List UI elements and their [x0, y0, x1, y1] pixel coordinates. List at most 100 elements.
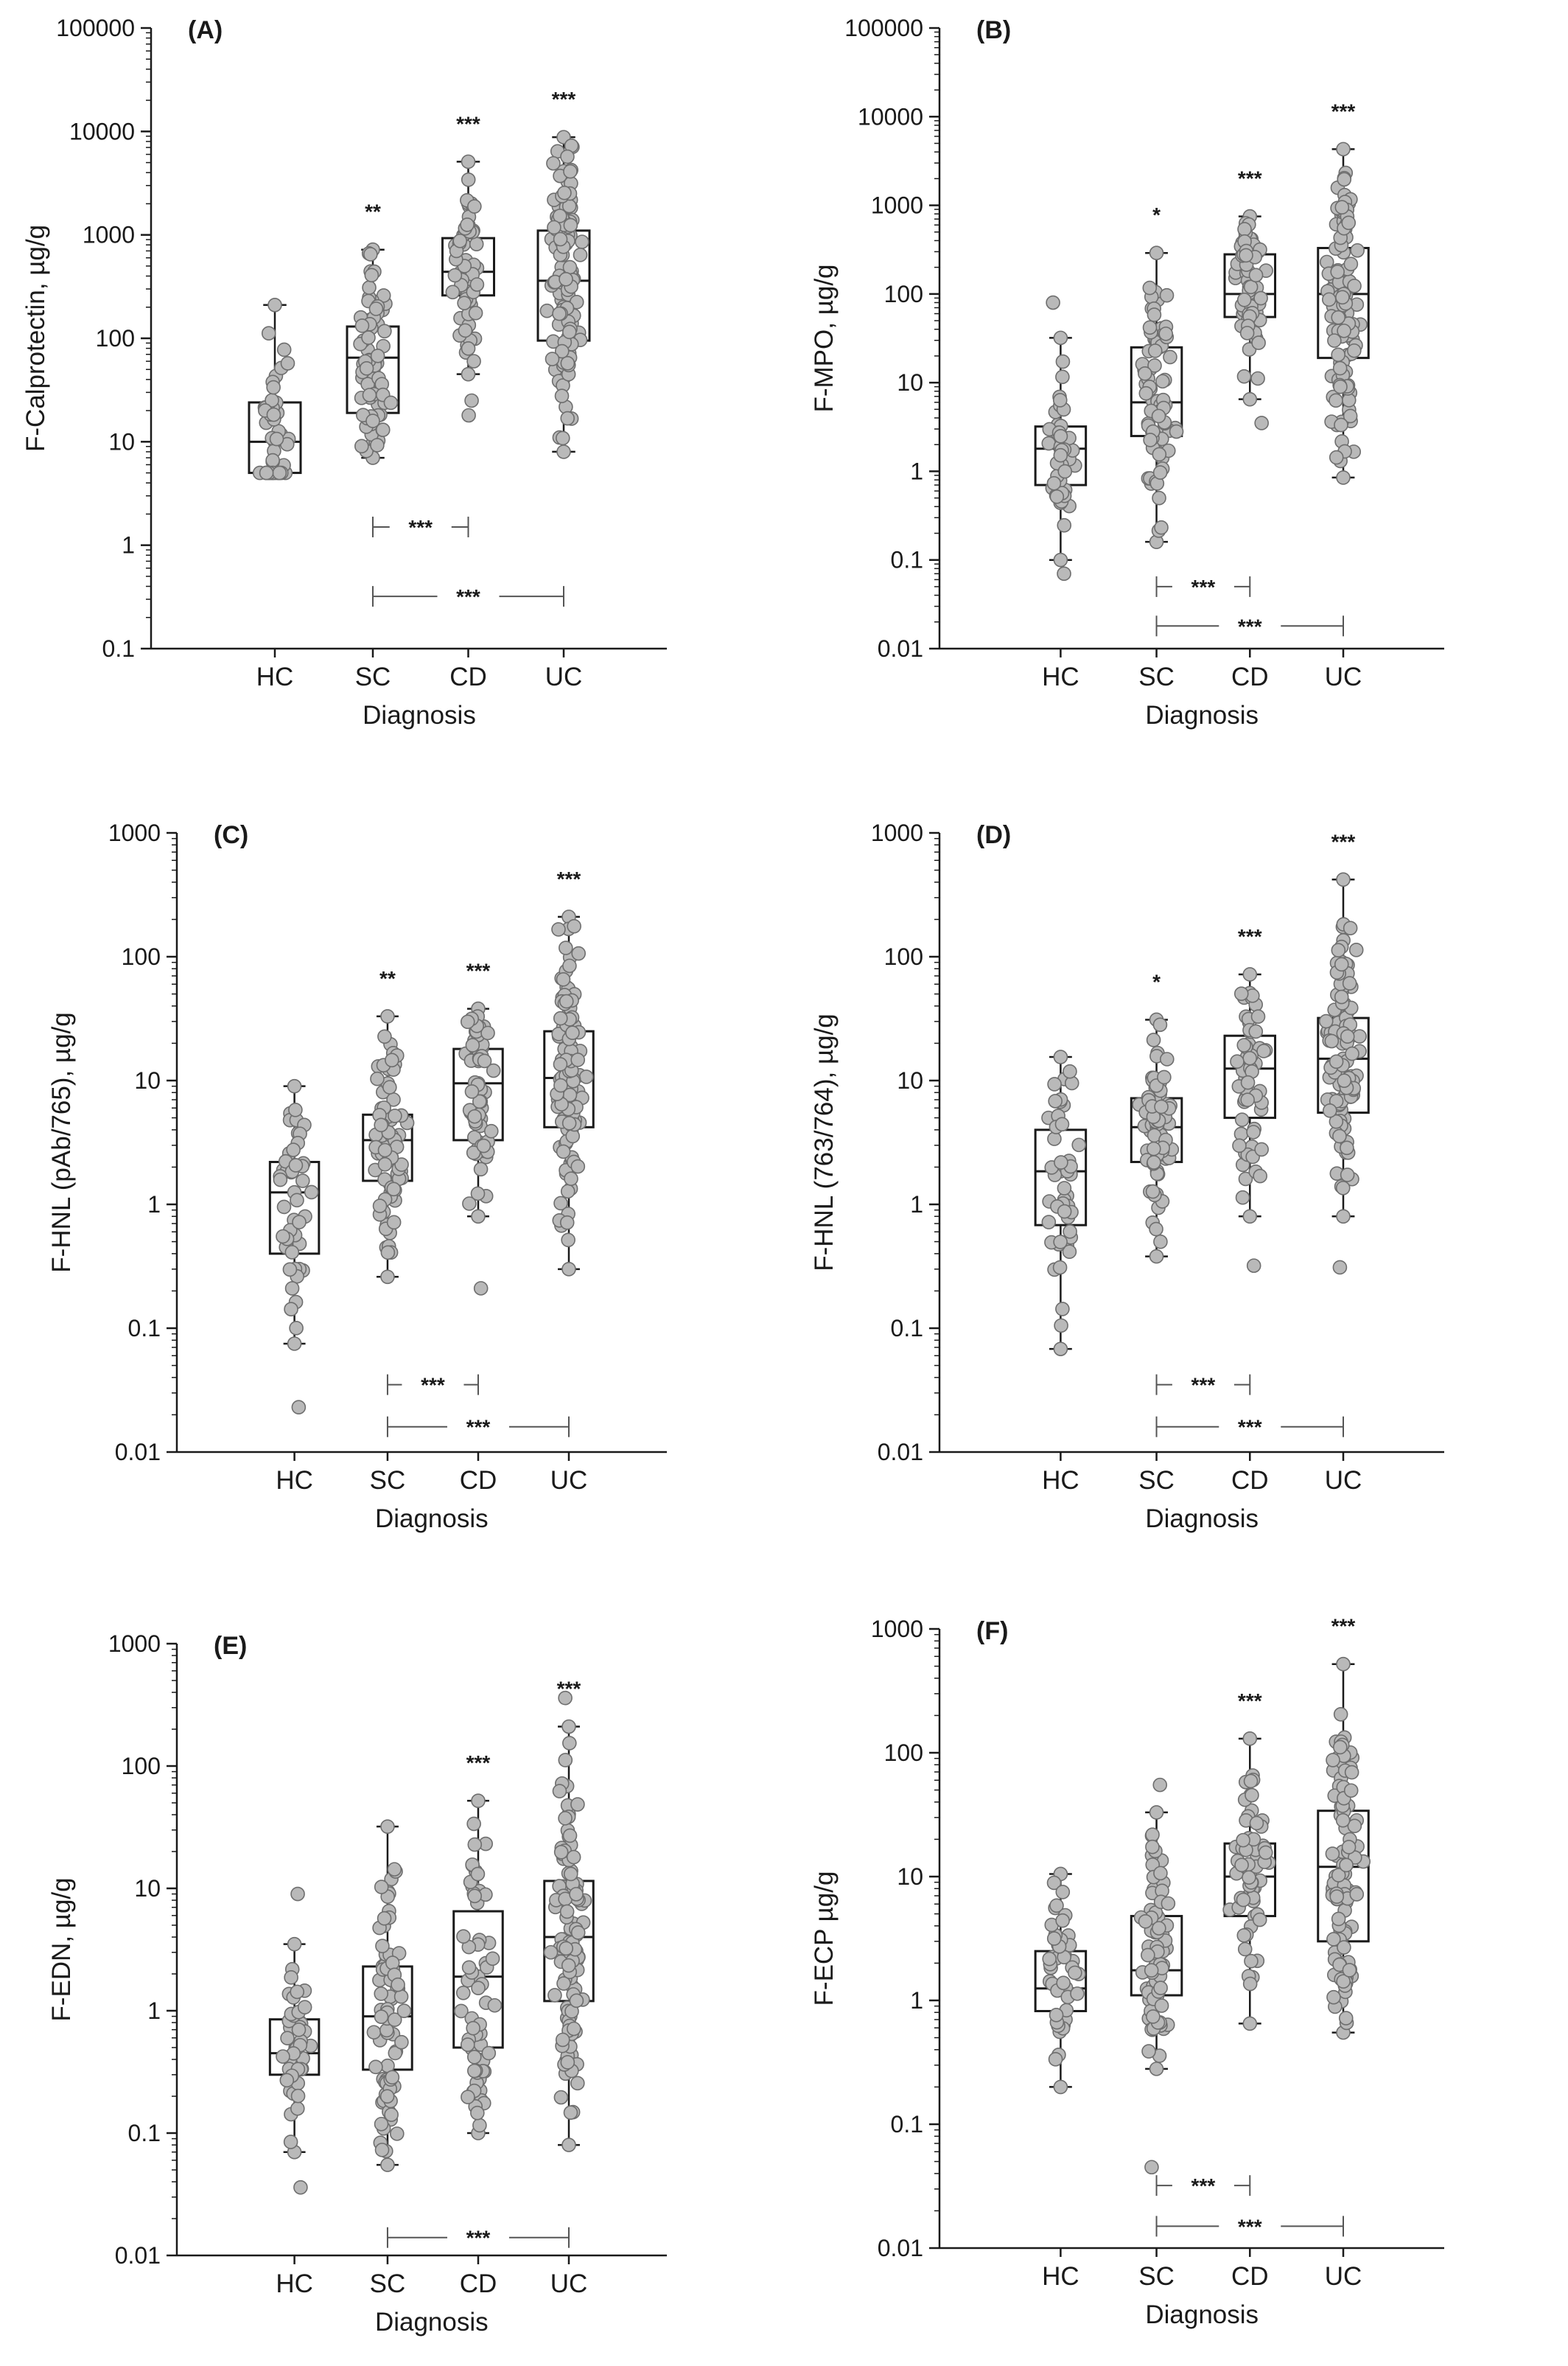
panel-B: 0.01 0.1 1 10 100 1000 10000 100000 HC SC CD UC Diag… [810, 15, 1444, 730]
y-tick-label: 10 [897, 1863, 923, 1890]
data-point [1330, 265, 1345, 279]
data-point [1049, 489, 1065, 504]
data-point [561, 1116, 577, 1131]
data-point [1054, 1117, 1070, 1132]
data-point [556, 444, 571, 459]
y-tick-label: 0.1 [128, 1315, 161, 1341]
comparison-bracket: *** [372, 585, 564, 608]
data-point [1147, 307, 1162, 322]
data-point [486, 1063, 501, 1078]
data-point [284, 1281, 300, 1296]
significance-marker: *** [466, 1751, 491, 1774]
box-uc: *** [1317, 1615, 1371, 2040]
data-point [1236, 1928, 1252, 1943]
data-point [1042, 1951, 1057, 1967]
data-point [1163, 349, 1177, 365]
data-point [291, 1400, 307, 1415]
data-point [560, 149, 575, 164]
data-point [375, 1938, 390, 1954]
data-point [462, 1196, 477, 1211]
data-point [1335, 1812, 1351, 1828]
data-point [556, 1976, 571, 1991]
data-point [380, 1819, 395, 1834]
x-tick-label-sc: SC [1138, 1466, 1175, 1495]
data-point [288, 1158, 304, 1173]
significance-marker: ** [379, 967, 396, 990]
y-tick-label: 0.01 [878, 1439, 923, 1465]
data-point [1057, 1181, 1072, 1196]
panel-label: (A) [188, 16, 223, 44]
data-point [372, 1198, 388, 1213]
data-point [561, 1719, 576, 1734]
data-point [1157, 1069, 1172, 1085]
x-tick-label-cd: CD [460, 1466, 497, 1495]
data-point [573, 248, 588, 262]
data-point [284, 1245, 300, 1260]
data-point [276, 1229, 290, 1244]
x-tick-label-sc: SC [355, 663, 391, 691]
data-point [578, 1069, 594, 1084]
data-point [469, 237, 484, 251]
data-point [1159, 1052, 1175, 1067]
data-point [1149, 1805, 1164, 1820]
data-point [570, 2076, 585, 2091]
data-point [460, 217, 475, 232]
data-point [559, 994, 574, 1009]
data-point [380, 1245, 396, 1260]
x-axis-title: Diagnosis [363, 701, 476, 730]
data-point [1329, 450, 1344, 465]
data-point [458, 323, 473, 338]
data-point [570, 1797, 585, 1812]
data-point [1326, 1989, 1341, 2005]
data-point [292, 1215, 307, 1229]
data-point [1326, 1753, 1340, 1767]
data-point [561, 2138, 576, 2152]
data-point [366, 2025, 382, 2040]
y-tick-label: 100000 [844, 15, 923, 41]
data-point [565, 1128, 581, 1144]
data-point [388, 1109, 402, 1123]
data-point [287, 1078, 302, 1094]
data-point [391, 1977, 405, 1992]
data-point [288, 1103, 303, 1117]
data-point [1333, 1706, 1348, 1722]
y-tick-label: 1 [147, 1997, 161, 2024]
data-point [362, 388, 377, 402]
data-point [287, 1936, 302, 1952]
data-point [1057, 1204, 1072, 1219]
data-point [1146, 1033, 1161, 1047]
data-point [1250, 371, 1265, 386]
data-point [559, 272, 573, 287]
data-point [1331, 347, 1345, 363]
data-point [467, 1109, 482, 1124]
y-tick-label: 10000 [69, 118, 135, 144]
data-point [1141, 2044, 1156, 2059]
y-axis-title: F-HNL (763/764), µg/g [810, 1013, 839, 1271]
data-point [468, 305, 483, 321]
data-point [1159, 287, 1175, 303]
data-point [368, 301, 384, 316]
data-point [1339, 1857, 1354, 1873]
data-point [570, 1159, 586, 1174]
box-cd: *** [1223, 925, 1277, 1273]
data-point [1249, 1815, 1264, 1831]
data-point [556, 1144, 571, 1159]
data-point [559, 1904, 575, 1919]
data-point [1329, 1889, 1345, 1904]
data-point [563, 1866, 578, 1882]
data-point [569, 1887, 584, 1902]
data-point [1341, 215, 1357, 231]
data-point [566, 1849, 581, 1865]
data-point [1335, 290, 1350, 305]
y-tick-label: 1000 [83, 222, 135, 248]
box-uc: *** [543, 1678, 595, 2152]
data-point [547, 1988, 562, 2003]
y-tick-label: 1 [910, 1191, 923, 1218]
y-tick-label: 1000 [871, 820, 923, 846]
data-point [1340, 1140, 1354, 1156]
data-point [1337, 1073, 1352, 1088]
significance-marker: *** [1238, 1689, 1262, 1712]
x-tick-label-sc: SC [370, 2269, 406, 2298]
bracket-label: *** [1191, 1374, 1216, 1397]
data-point [1347, 1818, 1362, 1834]
